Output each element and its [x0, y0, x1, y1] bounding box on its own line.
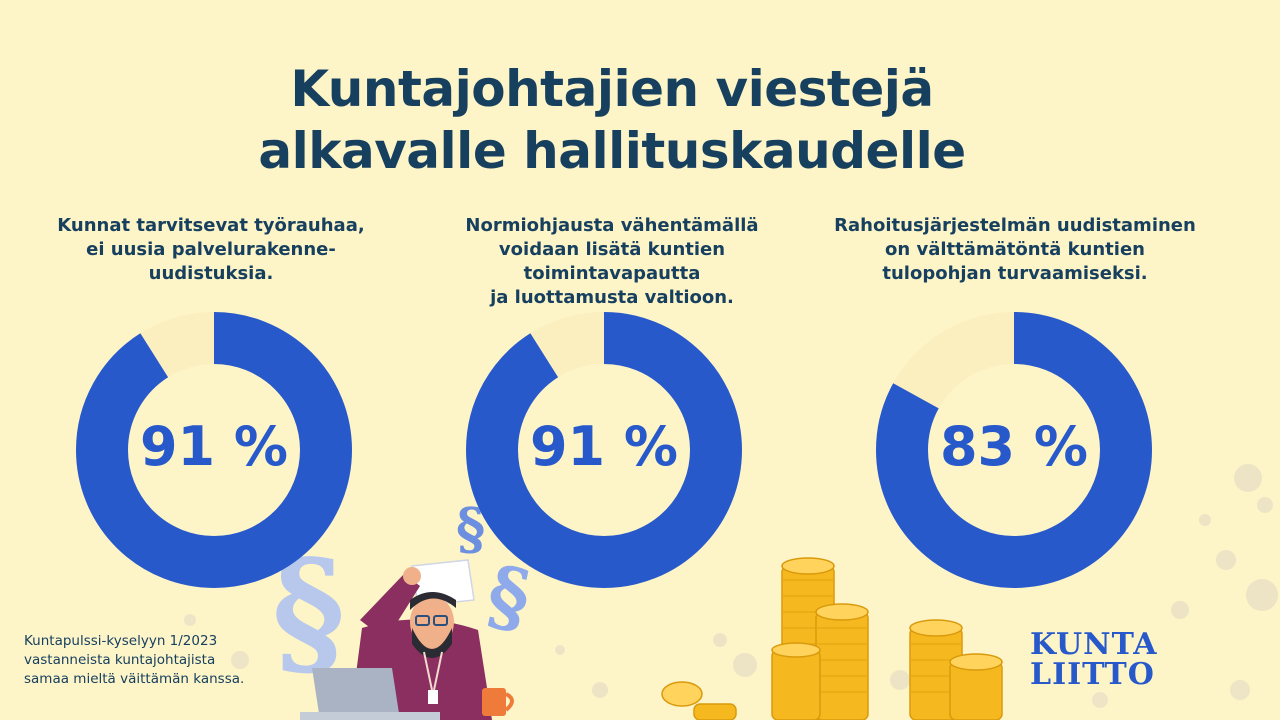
- statement-line: ei uusia palvelurakenne-: [86, 239, 336, 260]
- title-line-2: alkavalle hallituskaudelle: [258, 122, 966, 180]
- footnote-line: vastanneista kuntajohtajista: [24, 652, 216, 668]
- statement-line: Rahoitusjärjestelmän uudistaminen: [834, 215, 1196, 236]
- statement-line: Kunnat tarvitsevat työrauhaa,: [57, 215, 365, 236]
- laptop-icon: [300, 668, 440, 720]
- donut-chart-2: [466, 312, 742, 588]
- kuntaliitto-logo: KUNTA LIITTO: [1030, 627, 1158, 688]
- survey-footnote: Kuntapulssi-kyselyyn 1/2023 vastanneista…: [24, 632, 244, 689]
- donut-value-arc: [466, 312, 742, 588]
- footnote-line: samaa mieltä väittämän kanssa.: [24, 671, 245, 687]
- donut-chart-3: [876, 312, 1152, 588]
- statement-line: tulopohjan turvaamiseksi.: [882, 263, 1148, 284]
- page-title: Kuntajohtajien viestejä alkavalle hallit…: [0, 58, 1224, 182]
- statement-2: Normiohjausta vähentämällä voidaan lisät…: [412, 214, 812, 310]
- mug-icon: [482, 688, 514, 716]
- logo-line-1: KUNTA: [1030, 627, 1158, 662]
- donut-value-arc: [76, 312, 352, 588]
- donut-value-label: 83 %: [939, 415, 1089, 478]
- donut-chart-1: [76, 312, 352, 588]
- footnote-line: Kuntapulssi-kyselyyn 1/2023: [24, 633, 218, 649]
- title-line-1: Kuntajohtajien viestejä: [290, 60, 934, 118]
- donut-value-label: 91 %: [529, 415, 679, 478]
- statement-1: Kunnat tarvitsevat työrauhaa, ei uusia p…: [11, 214, 411, 286]
- statement-line: uudistuksia.: [148, 263, 274, 284]
- statement-3: Rahoitusjärjestelmän uudistaminen on väl…: [815, 214, 1215, 286]
- statement-line: Normiohjausta vähentämällä: [465, 215, 759, 236]
- statement-line: ja luottamusta valtioon.: [490, 287, 734, 308]
- donut-value-arc: [876, 312, 1152, 588]
- donut-value-label: 91 %: [139, 415, 289, 478]
- logo-line-2: LIITTO: [1030, 657, 1155, 688]
- statement-line: on välttämätöntä kuntien: [885, 239, 1145, 260]
- statement-line: voidaan lisätä kuntien toimintavapautta: [498, 239, 726, 284]
